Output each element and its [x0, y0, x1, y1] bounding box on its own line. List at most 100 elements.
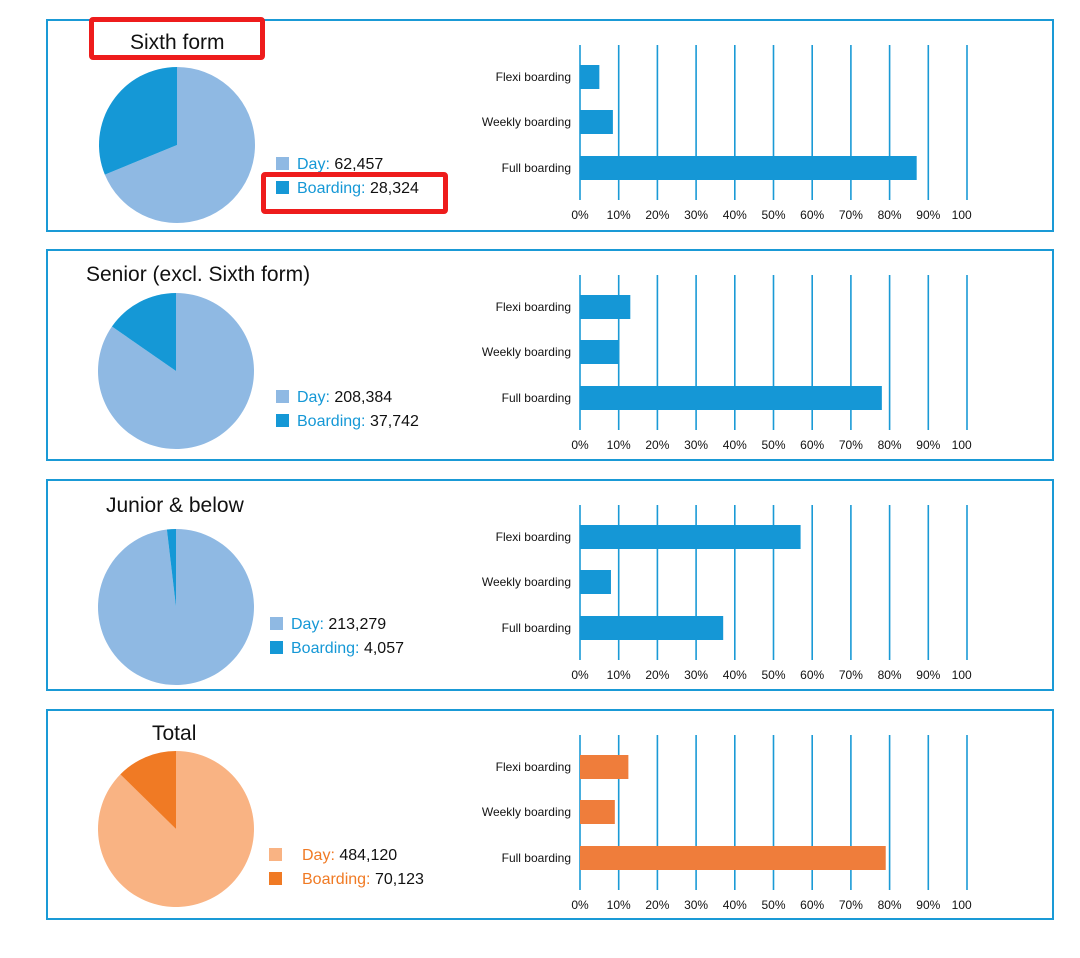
x-tick-label: 50%	[761, 668, 785, 682]
pie-slice-boarding	[166, 529, 176, 607]
x-tick-label: 40%	[723, 208, 747, 222]
x-tick-label: 80%	[878, 668, 902, 682]
x-tick-label: 30%	[684, 438, 708, 452]
boarding-swatch	[276, 181, 289, 194]
x-tick-label: 60%	[800, 208, 824, 222]
legend-day-label: Day:	[297, 389, 330, 406]
x-tick-label: 70%	[839, 438, 863, 452]
x-tick-label: 90%	[916, 898, 940, 912]
day-swatch	[276, 390, 289, 403]
legend-day-label: Day:	[291, 616, 324, 633]
panel-total: Total Day: 484,120 Boarding: 70,123 0% 10…	[46, 709, 1054, 920]
category-label: Weekly boarding	[482, 805, 571, 819]
total-bar-chart: 0% 10% 20% 30% 40% 50% 60% 70% 80% 90% 100% Flexi b…	[482, 735, 972, 912]
junior-title: Junior & below	[106, 494, 244, 517]
legend-boarding: Boarding: 4,057	[270, 637, 404, 661]
bar-flexi-boarding	[580, 65, 600, 89]
legend-boarding-label: Boarding:	[291, 640, 360, 657]
legend-boarding-label: Boarding:	[297, 180, 366, 197]
sixth-form-legend: Day: 62,457 Boarding: 28,324	[276, 153, 419, 201]
x-tick-label: 100%	[952, 208, 972, 222]
x-tick-label: 80%	[878, 208, 902, 222]
category-label: Flexi boarding	[496, 70, 571, 84]
x-tick-label: 0%	[571, 208, 589, 222]
x-tick-label: 50%	[761, 208, 785, 222]
sixth-form-bar-chart: 0% 10% 20% 30% 40% 50% 60% 70% 80% 90% 100% Flexi b…	[482, 45, 972, 222]
x-tick-label: 100%	[952, 898, 972, 912]
highlight-sixth-form-title	[89, 17, 265, 60]
legend-boarding-value: 28,324	[369, 180, 419, 197]
bar-weekly-boarding	[580, 340, 619, 364]
legend-day-label: Day:	[297, 156, 330, 173]
legend-boarding-label: Boarding:	[302, 871, 371, 888]
x-tick-label: 0%	[571, 438, 589, 452]
legend-boarding: Boarding: 28,324	[276, 177, 419, 201]
x-tick-label: 40%	[723, 898, 747, 912]
bar-flexi-boarding	[580, 525, 801, 549]
legend-boarding-value: 4,057	[363, 640, 404, 657]
total-legend: Day: 484,120 Boarding: 70,123	[269, 844, 424, 892]
legend-boarding: Boarding: 37,742	[276, 410, 419, 434]
bar-full-boarding	[580, 386, 882, 410]
legend-boarding-value: 70,123	[374, 871, 424, 888]
x-tick-label: 40%	[723, 668, 747, 682]
category-label: Full boarding	[502, 161, 571, 175]
x-tick-label: 0%	[571, 668, 589, 682]
legend-day-value: 208,384	[334, 389, 393, 406]
boarding-swatch	[270, 641, 283, 654]
junior-legend: Day: 213,279 Boarding: 4,057	[270, 613, 404, 661]
senior-bar-chart: 0% 10% 20% 30% 40% 50% 60% 70% 80% 90% 100% Flexi b…	[482, 275, 972, 452]
legend-day: Day: 484,120	[269, 844, 424, 868]
legend-boarding: Boarding: 70,123	[269, 868, 424, 892]
junior-bar-chart: 0% 10% 20% 30% 40% 50% 60% 70% 80% 90% 100% Flexi b…	[482, 505, 972, 682]
boarding-swatch	[276, 414, 289, 427]
junior-pie	[98, 529, 254, 685]
bar-weekly-boarding	[580, 800, 615, 824]
x-tick-label: 90%	[916, 438, 940, 452]
x-tick-label: 60%	[800, 438, 824, 452]
legend-day: Day: 208,384	[276, 386, 419, 410]
panel-sixth-form: Sixth form Day: 62,457 Boarding: 28,324 …	[46, 19, 1054, 232]
bar-flexi-boarding	[580, 755, 629, 779]
bar-full-boarding	[580, 846, 886, 870]
bar-weekly-boarding	[580, 570, 611, 594]
total-title: Total	[152, 722, 197, 745]
bar-full-boarding	[580, 156, 917, 180]
category-label: Weekly boarding	[482, 115, 571, 129]
category-label: Full boarding	[502, 391, 571, 405]
category-label: Flexi boarding	[496, 300, 571, 314]
x-tick-label: 30%	[684, 208, 708, 222]
pie-slice-day	[98, 529, 254, 685]
category-label: Flexi boarding	[496, 760, 571, 774]
senior-legend: Day: 208,384 Boarding: 37,742	[276, 386, 419, 434]
pie-slice-day	[104, 67, 255, 223]
x-tick-label: 90%	[916, 668, 940, 682]
x-tick-label: 10%	[607, 668, 631, 682]
x-tick-label: 60%	[800, 898, 824, 912]
day-swatch	[269, 848, 282, 861]
day-swatch	[270, 617, 283, 630]
legend-day: Day: 62,457	[276, 153, 419, 177]
legend-day: Day: 213,279	[270, 613, 404, 637]
x-tick-label: 90%	[916, 208, 940, 222]
category-label: Weekly boarding	[482, 345, 571, 359]
x-tick-label: 70%	[839, 668, 863, 682]
pie-slice-boarding	[111, 293, 176, 371]
highlight-sixth-form-boarding	[261, 172, 448, 214]
category-label: Flexi boarding	[496, 530, 571, 544]
pie-slice-day	[97, 293, 255, 449]
legend-boarding-label: Boarding:	[297, 413, 366, 430]
bar-full-boarding	[580, 616, 724, 640]
x-tick-label: 100%	[952, 668, 972, 682]
x-tick-label: 0%	[571, 898, 589, 912]
category-label: Full boarding	[502, 621, 571, 635]
legend-boarding-value: 37,742	[369, 413, 419, 430]
panel-senior: Senior (excl. Sixth form) Day: 208,384 B…	[46, 249, 1054, 461]
x-tick-label: 80%	[878, 898, 902, 912]
x-tick-label: 10%	[607, 438, 631, 452]
x-tick-label: 50%	[761, 438, 785, 452]
x-tick-label: 30%	[684, 668, 708, 682]
x-tick-label: 10%	[607, 898, 631, 912]
day-swatch	[276, 157, 289, 170]
category-label: Weekly boarding	[482, 575, 571, 589]
